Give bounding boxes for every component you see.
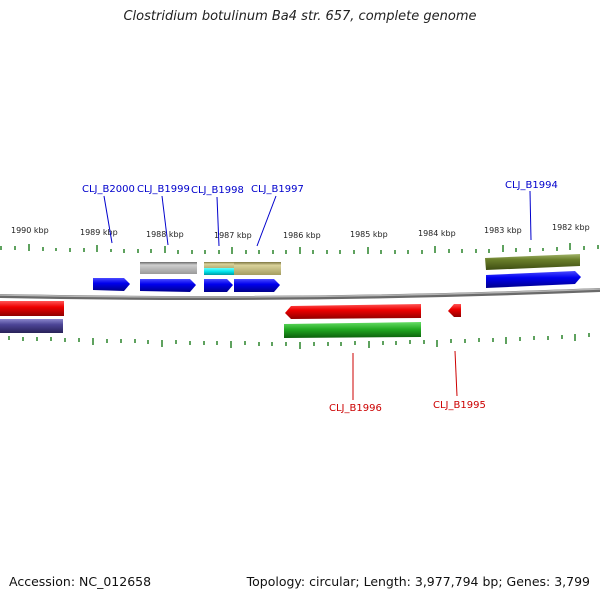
cds-arrow-forward[interactable] [204, 279, 233, 292]
genome-backbone [0, 288, 600, 300]
gene-label-clj-b1995[interactable]: CLJ_B1995 [433, 400, 486, 411]
forward-track-features [140, 254, 580, 275]
feature-tan[interactable] [234, 262, 281, 275]
gene-label-clj-b1994[interactable]: CLJ_B1994 [505, 180, 558, 191]
reverse-gene-labels: CLJ_B1996 CLJ_B1995 [329, 350, 486, 414]
scale-label: 1982 kbp [552, 223, 590, 232]
map-title: Clostridium botulinum Ba4 str. 657, comp… [123, 9, 477, 24]
cds-arrow-reverse[interactable] [285, 304, 421, 319]
feature-gray[interactable] [140, 262, 197, 274]
cds-arrow-reverse[interactable] [448, 304, 461, 317]
cds-arrow-forward[interactable] [140, 279, 196, 292]
cds-arrow-forward[interactable] [93, 278, 130, 291]
gene-label-clj-b1997[interactable]: CLJ_B1997 [251, 184, 304, 195]
feature-purple[interactable] [0, 319, 63, 333]
scale-label: 1987 kbp [214, 231, 252, 240]
accession-text: Accession: NC_012658 [9, 574, 152, 589]
feature-olive[interactable] [485, 254, 580, 270]
label-leader-line [161, 195, 169, 246]
label-leader-line [256, 195, 277, 247]
scale-label: 1990 kbp [11, 226, 49, 235]
gene-label-clj-b1998[interactable]: CLJ_B1998 [191, 185, 244, 196]
label-leader-line [103, 195, 113, 244]
cds-arrow-forward[interactable] [486, 271, 581, 288]
scale-label: 1985 kbp [350, 230, 388, 239]
scale-label: 1984 kbp [418, 229, 456, 238]
label-leader-line [216, 196, 220, 247]
genome-backbone-highlight [0, 288, 600, 298]
cds-arrow-forward[interactable] [234, 279, 280, 292]
gene-label-clj-b2000[interactable]: CLJ_B2000 [82, 184, 135, 195]
scale-label: 1989 kbp [80, 228, 118, 237]
reverse-track-features [0, 319, 421, 338]
outer-tick-ring [0, 243, 599, 254]
feature-green[interactable] [284, 322, 421, 338]
forward-gene-labels: CLJ_B2000 CLJ_B1999 CLJ_B1998 CLJ_B1997 … [82, 180, 558, 247]
scale-labels: 1990 kbp 1989 kbp 1988 kbp 1987 kbp 1986… [11, 223, 590, 240]
feature-cyan[interactable] [204, 268, 234, 275]
genome-summary-text: Topology: circular; Length: 3,977,794 bp… [246, 574, 590, 589]
scale-label: 1983 kbp [484, 226, 522, 235]
gene-label-clj-b1999[interactable]: CLJ_B1999 [137, 184, 190, 195]
feature-tan[interactable] [204, 262, 234, 270]
scale-label: 1988 kbp [146, 230, 184, 239]
cds-arrow-reverse[interactable] [0, 301, 64, 316]
label-leader-line [529, 190, 532, 241]
scale-label: 1986 kbp [283, 231, 321, 240]
forward-cds-arrows [93, 271, 581, 292]
gene-label-clj-b1996[interactable]: CLJ_B1996 [329, 403, 382, 414]
label-leader-line [454, 350, 458, 397]
inner-tick-ring [8, 333, 590, 349]
reverse-cds-arrows [0, 301, 461, 319]
